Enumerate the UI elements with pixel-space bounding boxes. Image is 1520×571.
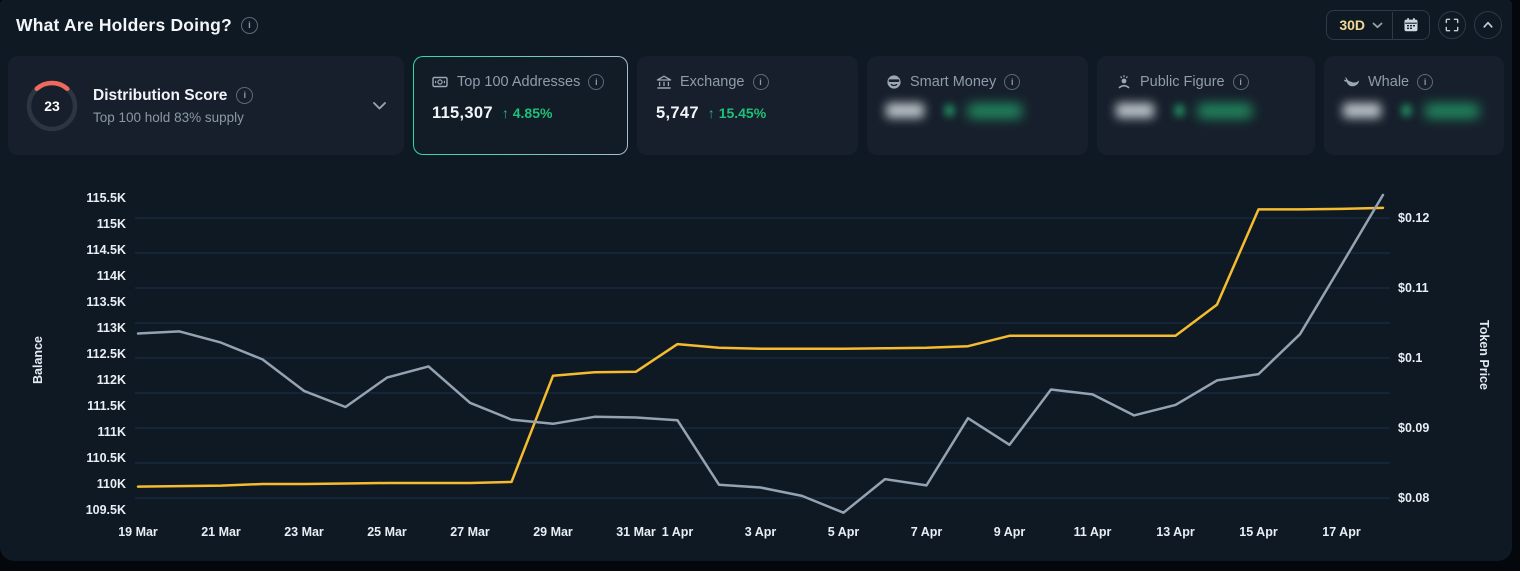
masked-values (886, 103, 1069, 118)
card-public-figure[interactable]: Public Figure i (1097, 56, 1315, 155)
whale-icon (1343, 76, 1360, 86)
card-top-100-addresses[interactable]: Top 100 Addresses i 115,307 ↑ 4.85% (413, 56, 628, 155)
svg-text:31 Mar: 31 Mar (616, 525, 656, 539)
svg-text:115K: 115K (97, 217, 126, 231)
svg-text:$0.11: $0.11 (1398, 281, 1429, 295)
range-control-group: 30D (1326, 10, 1430, 40)
svg-text:114K: 114K (97, 269, 126, 283)
card-title: Exchange (680, 74, 745, 90)
svg-text:23 Mar: 23 Mar (284, 525, 324, 539)
svg-text:27 Mar: 27 Mar (450, 525, 490, 539)
svg-text:114.5K: 114.5K (86, 243, 126, 257)
chevron-down-icon[interactable] (372, 101, 387, 111)
card-whale[interactable]: Whale i (1324, 56, 1504, 155)
svg-text:29 Mar: 29 Mar (533, 525, 573, 539)
divider (1392, 11, 1393, 39)
banknote-icon (432, 76, 448, 88)
distribution-score-card[interactable]: 23 Distribution Score i Top 100 hold 83%… (8, 56, 404, 155)
card-title: Whale (1368, 74, 1410, 90)
distribution-score-gauge: 23 (25, 79, 79, 133)
svg-text:11 Apr: 11 Apr (1074, 525, 1112, 539)
calendar-button[interactable] (1393, 11, 1429, 39)
svg-text:13 Apr: 13 Apr (1156, 525, 1195, 539)
svg-text:$0.08: $0.08 (1398, 491, 1429, 505)
blurred-change (968, 103, 1022, 118)
svg-text:109.5K: 109.5K (86, 503, 126, 517)
svg-text:17 Apr: 17 Apr (1322, 525, 1361, 539)
card-value: 5,747 (656, 104, 699, 122)
masked-values (1343, 103, 1485, 118)
card-exchange[interactable]: Exchange i 5,747 ↑ 15.45% (637, 56, 858, 155)
svg-text:$0.12: $0.12 (1398, 211, 1429, 225)
smart-money-icon (887, 75, 901, 89)
chevron-down-icon (1372, 22, 1383, 28)
svg-text:$0.09: $0.09 (1398, 421, 1429, 435)
collapse-button[interactable] (1474, 11, 1502, 39)
blurred-value (1116, 103, 1154, 118)
svg-text:110.5K: 110.5K (86, 451, 126, 465)
calendar-icon (1404, 18, 1418, 32)
blurred-change (1198, 103, 1252, 118)
card-change: ↑ 15.45% (707, 105, 767, 121)
blurred-arrow (1402, 105, 1411, 116)
svg-text:1 Apr: 1 Apr (662, 525, 694, 539)
svg-text:111.5K: 111.5K (87, 399, 126, 413)
range-dropdown[interactable]: 30D (1327, 11, 1392, 39)
svg-text:113K: 113K (97, 321, 126, 335)
svg-text:112.5K: 112.5K (86, 347, 126, 361)
info-icon[interactable]: i (1232, 74, 1249, 90)
svg-text:21 Mar: 21 Mar (201, 525, 241, 539)
svg-text:110K: 110K (97, 477, 126, 491)
chart-canvas[interactable]: 115.5K 115K 114.5K 114K 113.5K 113K 112.5K 112K… (0, 165, 1520, 565)
info-icon[interactable]: i (752, 74, 769, 90)
chevron-up-icon (1483, 21, 1493, 28)
blurred-arrow (1175, 105, 1184, 116)
svg-text:113.5K: 113.5K (86, 295, 126, 309)
card-value: 115,307 (432, 104, 493, 122)
blurred-value (886, 103, 924, 118)
svg-text:25 Mar: 25 Mar (367, 525, 407, 539)
stat-cards-row: 23 Distribution Score i Top 100 hold 83%… (0, 56, 1512, 155)
svg-text:15 Apr: 15 Apr (1239, 525, 1278, 539)
panel-header: What Are Holders Doing? i 30D (0, 0, 1512, 43)
card-title: Public Figure (1140, 74, 1225, 90)
svg-text:$0.1: $0.1 (1398, 351, 1422, 365)
info-icon[interactable]: i (1417, 74, 1434, 90)
holders-panel: What Are Holders Doing? i 30D (0, 0, 1512, 561)
svg-text:7 Apr: 7 Apr (911, 525, 943, 539)
public-figure-icon (1118, 75, 1130, 89)
blurred-value (1343, 103, 1381, 118)
svg-text:3 Apr: 3 Apr (745, 525, 777, 539)
svg-text:111K: 111K (97, 425, 126, 439)
distribution-score-value: 23 (44, 97, 60, 114)
gauge-arc (26, 80, 78, 131)
range-value: 30D (1339, 17, 1365, 33)
svg-text:115.5K: 115.5K (86, 191, 126, 205)
svg-text:19 Mar: 19 Mar (118, 525, 158, 539)
info-icon[interactable]: i (1004, 74, 1021, 90)
svg-text:9 Apr: 9 Apr (994, 525, 1026, 539)
distribution-score-subtitle: Top 100 hold 83% supply (93, 109, 244, 125)
svg-text:112K: 112K (97, 373, 126, 387)
svg-text:5 Apr: 5 Apr (828, 525, 860, 539)
info-icon[interactable]: i (588, 74, 605, 90)
page-title: What Are Holders Doing? (16, 14, 232, 35)
right-axis-title: Token Price (1477, 320, 1491, 390)
left-axis-title: Balance (31, 336, 45, 384)
blurred-arrow (945, 105, 954, 116)
fullscreen-icon (1445, 18, 1459, 32)
card-change: ↑ 4.85% (501, 105, 553, 121)
card-title: Top 100 Addresses (457, 74, 581, 90)
masked-values (1116, 103, 1296, 118)
title-info-icon[interactable]: i (240, 16, 258, 34)
blurred-change (1425, 103, 1479, 118)
fullscreen-button[interactable] (1438, 11, 1466, 39)
bank-icon (656, 75, 672, 89)
card-smart-money[interactable]: Smart Money i (867, 56, 1088, 155)
distribution-score-title: Distribution Score (93, 86, 228, 104)
info-icon[interactable]: i (236, 87, 254, 104)
card-title: Smart Money (910, 74, 997, 90)
holders-chart[interactable]: 115.5K 115K 114.5K 114K 113.5K 113K 112.5K 112K… (0, 165, 1520, 565)
